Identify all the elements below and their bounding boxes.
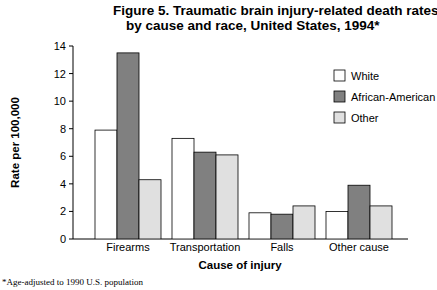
y-tick-label: 14 — [54, 40, 66, 52]
y-tick-label: 12 — [54, 68, 66, 80]
y-tick — [69, 183, 73, 184]
y-tick — [69, 211, 73, 212]
x-tick-label: Transportation — [170, 241, 241, 253]
chart: Figure 5. Traumatic brain injury-related… — [0, 0, 437, 290]
y-tick — [69, 73, 73, 74]
y-axis-label: Rate per 100,000 — [9, 97, 21, 188]
y-tick-label: 4 — [60, 178, 66, 190]
y-tick-label: 0 — [60, 233, 66, 245]
y-tick — [69, 46, 73, 47]
legend-label: African-American — [351, 91, 435, 103]
x-tick-label: Other cause — [329, 241, 389, 253]
x-tick-label: Falls — [270, 241, 294, 253]
legend-label: Other — [351, 112, 379, 124]
bar — [271, 214, 293, 239]
bar — [172, 138, 194, 239]
chart-container: Figure 5. Traumatic brain injury-related… — [0, 0, 437, 290]
y-axis — [73, 46, 74, 239]
x-tick-label: Firearms — [106, 241, 150, 253]
y-tick-label: 2 — [60, 205, 66, 217]
y-tick — [69, 156, 73, 157]
y-tick — [69, 128, 73, 129]
y-tick-label: 6 — [60, 150, 66, 162]
title: by cause and race, United States, 1994* — [126, 18, 380, 33]
y-tick — [69, 101, 73, 102]
x-axis-label: Cause of injury — [198, 259, 282, 271]
bar — [326, 211, 348, 239]
footnote: *Age-adjusted to 1990 U.S. population — [2, 277, 143, 287]
legend-swatch — [334, 91, 345, 102]
title: Figure 5. Traumatic brain injury-related… — [113, 3, 437, 18]
bar — [216, 155, 238, 239]
bars — [95, 53, 392, 239]
bar — [194, 152, 216, 239]
bar — [370, 206, 392, 239]
bar — [117, 53, 139, 239]
bar — [348, 185, 370, 239]
bar — [139, 180, 161, 239]
legend-swatch — [334, 70, 345, 81]
bar — [293, 206, 315, 239]
bar — [249, 213, 271, 239]
y-tick-label: 8 — [60, 123, 66, 135]
legend-swatch — [334, 112, 345, 123]
bar — [95, 130, 117, 239]
y-tick — [69, 239, 73, 240]
y-tick-label: 10 — [54, 95, 66, 107]
legend-label: White — [351, 70, 379, 82]
